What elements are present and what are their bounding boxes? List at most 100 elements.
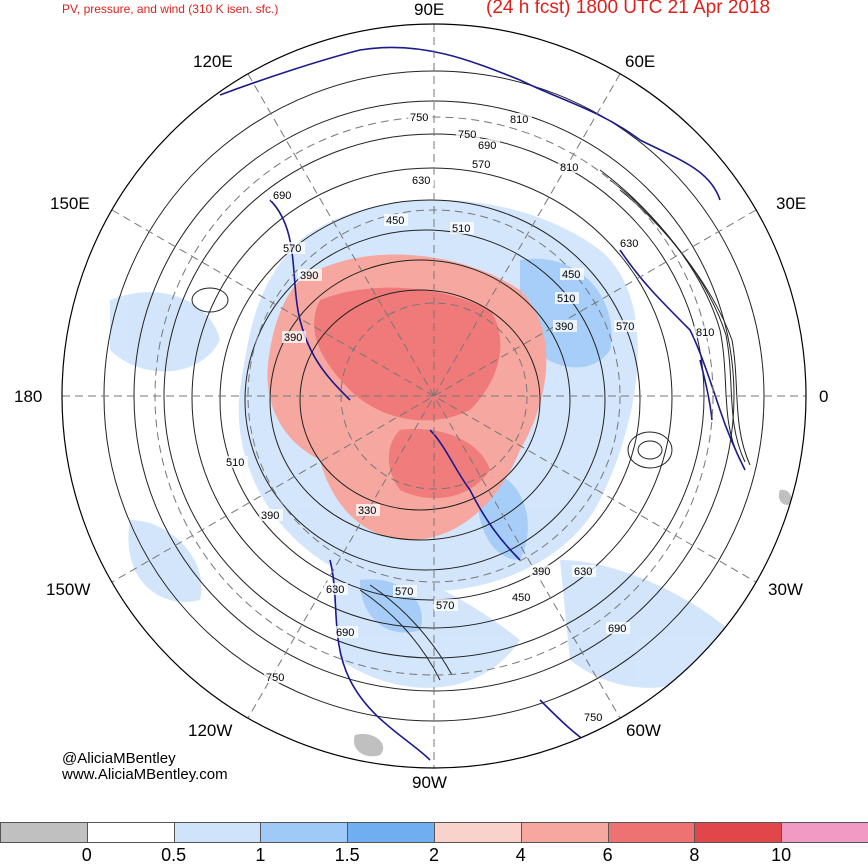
lon-label-60w: 60W xyxy=(626,721,661,740)
colorbar-swatch xyxy=(781,822,868,843)
contour-label: 390 xyxy=(300,270,318,282)
contour-label: 690 xyxy=(608,623,626,635)
colorbar-swatch xyxy=(260,822,349,843)
contour-label: 810 xyxy=(696,327,714,339)
colorbar-swatch xyxy=(434,822,522,843)
contour-label-bg xyxy=(470,158,494,170)
contour-label-bg xyxy=(476,139,500,151)
graticule xyxy=(62,24,806,768)
contour-label: 690 xyxy=(478,140,496,152)
contour-label: 630 xyxy=(574,566,592,578)
polar-stereographic-map: 750 750 810 690 570 810 630 690 450 510 630 570 390 4… xyxy=(61,23,807,769)
contour-label-bg xyxy=(530,565,554,577)
contour-label-bg xyxy=(298,269,322,281)
contour-label: 570 xyxy=(283,243,301,255)
lon-label-150e: 150E xyxy=(50,194,90,213)
contour-label-bg xyxy=(334,626,358,638)
colorbar-swatch xyxy=(86,822,175,843)
colorbar-swatch xyxy=(347,822,435,843)
colorbar-swatch xyxy=(607,822,696,843)
lon-label-90w: 90W xyxy=(412,773,447,792)
contour-label: 630 xyxy=(620,238,638,250)
contour-label-bg xyxy=(384,214,408,226)
pv-colorbar: 0 0.5 1 1.5 2 4 6 8 10 xyxy=(0,822,868,865)
lon-label-150w: 150W xyxy=(46,580,91,599)
colorbar-tick-label: 8 xyxy=(689,845,700,865)
contour-label-bg xyxy=(450,222,474,234)
contour-label-bg xyxy=(281,242,305,254)
contour-label-bg xyxy=(694,326,718,338)
pv-shading-high xyxy=(267,254,547,541)
contour-label-bg xyxy=(560,268,584,280)
contour-label-bg xyxy=(508,113,532,125)
lon-label-60e: 60E xyxy=(625,52,656,71)
contour-label-bg xyxy=(224,456,248,468)
lon-label-120e: 120E xyxy=(193,52,233,71)
lon-label-90e: 90E xyxy=(414,0,445,19)
colorbar-tick-label: 10 xyxy=(771,845,792,865)
colorbar-tick-label: 2 xyxy=(428,845,440,865)
colorbar-swatch xyxy=(520,822,609,843)
contour-label-bg xyxy=(614,320,638,332)
contour-label: 390 xyxy=(532,566,550,578)
forecast-time-title: (24 h fcst) 1800 UTC 21 Apr 2018 xyxy=(486,0,771,18)
contour-label: 390 xyxy=(284,332,302,344)
contour-label-bg xyxy=(356,504,380,516)
colorbar-tick-label: 6 xyxy=(602,845,613,865)
contour-label-bg xyxy=(553,320,577,332)
lon-label-120w: 120W xyxy=(188,721,233,740)
contour-label-bg xyxy=(558,161,582,173)
contour-label-bg xyxy=(410,174,434,186)
contour-label: 510 xyxy=(226,457,244,469)
contour-label-bg xyxy=(510,591,534,603)
contour-label: 510 xyxy=(557,293,575,305)
map-title: PV, pressure, and wind (310 K isen. sfc.… xyxy=(62,2,279,16)
contour-label-bg xyxy=(324,583,348,595)
contour-label-bg xyxy=(393,585,417,597)
contour-label: 330 xyxy=(358,505,376,517)
contour-label: 750 xyxy=(458,129,476,141)
contour-label-bg xyxy=(618,237,642,249)
lon-label-30w: 30W xyxy=(768,580,803,599)
contour-label-bg xyxy=(434,599,458,611)
contour-label: 810 xyxy=(510,114,528,126)
contour-label: 450 xyxy=(562,269,580,281)
colorbar-tick-label: 4 xyxy=(515,845,526,865)
contour-label: 690 xyxy=(336,627,354,639)
contour-label-bg xyxy=(271,189,295,201)
contour-labels: 750 750 810 690 570 810 630 690 450 510 630 570 390 4… xyxy=(224,111,718,724)
contour-label: 570 xyxy=(472,159,490,171)
contour-label-bg xyxy=(606,622,630,634)
contour-label: 450 xyxy=(512,592,530,604)
colorbar-swatch xyxy=(173,822,262,843)
credit-handle: @AliciaMBentley xyxy=(62,750,176,767)
contour-label-bg xyxy=(572,565,596,577)
lon-label-0: 0 xyxy=(819,387,829,406)
contour-label-bg xyxy=(582,711,606,723)
contour-label: 390 xyxy=(555,321,573,333)
contour-label: 750 xyxy=(410,112,428,124)
lon-label-180: 180 xyxy=(14,387,43,406)
colorbar-swatch xyxy=(694,822,783,843)
contour-label-bg xyxy=(456,128,480,140)
contour-label: 570 xyxy=(616,321,634,333)
contour-label: 750 xyxy=(266,672,284,684)
credit-website: www.AliciaMBentley.com xyxy=(62,766,228,783)
colorbar-tick-label: 1.5 xyxy=(334,845,360,865)
lon-label-30e: 30E xyxy=(776,194,807,213)
contour-label: 630 xyxy=(326,584,344,596)
contour-label: 510 xyxy=(452,223,470,235)
colorbar-tick-label: 0.5 xyxy=(161,845,187,865)
contour-label: 570 xyxy=(436,600,454,612)
contour-label: 450 xyxy=(386,215,404,227)
colorbar-tick-label: 1 xyxy=(255,845,266,865)
map-boundary xyxy=(61,23,807,769)
contour-label-bg xyxy=(282,331,306,343)
contour-label: 690 xyxy=(273,190,291,202)
colorbar-tick-label: 0 xyxy=(81,845,92,865)
contour-label-bg xyxy=(259,509,283,521)
contour-label-bg xyxy=(555,292,579,304)
contour-label: 750 xyxy=(584,712,602,724)
contour-label-bg xyxy=(408,111,432,123)
contour-label: 570 xyxy=(395,586,413,598)
